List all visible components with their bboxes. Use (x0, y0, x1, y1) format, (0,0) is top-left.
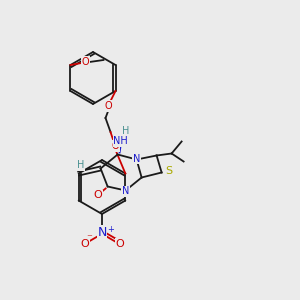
Text: O: O (112, 141, 119, 151)
Text: H: H (77, 160, 84, 170)
Text: N: N (97, 226, 107, 238)
Text: O: O (105, 101, 112, 111)
Text: O: O (81, 239, 89, 249)
Text: +: + (107, 224, 114, 233)
Text: O: O (116, 239, 124, 249)
Text: O: O (93, 190, 102, 200)
Text: ⁻: ⁻ (86, 233, 92, 243)
Text: N: N (122, 187, 129, 196)
Text: S: S (165, 167, 172, 176)
Text: N: N (133, 154, 140, 164)
Text: O: O (82, 57, 89, 67)
Text: H: H (122, 125, 129, 136)
Text: NH: NH (113, 136, 128, 146)
